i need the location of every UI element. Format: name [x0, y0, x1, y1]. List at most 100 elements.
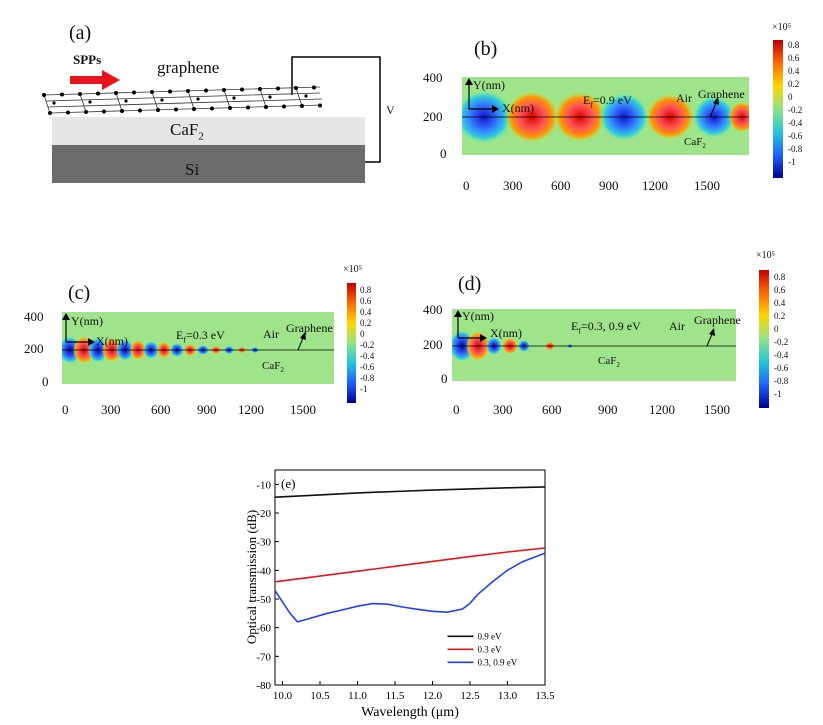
d-ef-label: Ef=0.3, 0.9 eV	[571, 319, 641, 335]
b-caf2-label: CaF2	[684, 136, 706, 150]
cb-tick: -0.2	[774, 337, 789, 347]
b-colorbar	[773, 40, 783, 178]
caf2-sub: 2	[280, 366, 284, 375]
d-graphene-label: Graphene	[694, 313, 741, 327]
panel-d-label: (d)	[458, 273, 482, 295]
field-map-d	[452, 309, 736, 381]
x-tick-label: 10.0	[273, 690, 293, 702]
cb-tick: -0.6	[360, 362, 375, 372]
c-colorbar-exponent: ×10⁵	[343, 264, 363, 275]
b-air-label: Air	[676, 91, 692, 105]
cb-tick: 0.6	[360, 296, 372, 306]
device-schematic	[42, 56, 381, 183]
b-y-axis-label: Y(nm)	[473, 78, 505, 92]
chart-ylabel: Optical transmission (dB)	[244, 510, 259, 644]
b-x-axis-label: X(nm)	[502, 101, 534, 115]
c-xtick-600: 600	[151, 402, 171, 417]
y-tick-label: -10	[256, 479, 271, 491]
chart-plot-frame	[274, 469, 546, 686]
ef-text: E	[176, 328, 184, 342]
x-tick-label: 12.0	[423, 690, 443, 702]
b-ytick-0: 0	[440, 146, 447, 161]
c-colorbar	[347, 283, 356, 403]
c-y-axis-label: Y(nm)	[71, 314, 103, 328]
cb-tick: -0.8	[360, 373, 375, 383]
x-tick-label: 10.5	[310, 690, 330, 702]
series-line	[274, 486, 546, 498]
y-tick-label: -70	[256, 651, 271, 663]
b-xtick-1500: 1500	[694, 178, 720, 193]
caf2-text: CaF	[170, 120, 199, 139]
d-x-axis-label: X(nm)	[490, 326, 522, 340]
panel-c-label: (c)	[68, 282, 91, 304]
c-colorbar-ticks: 0.8 0.6 0.4 0.2 0 -0.2 -0.4 -0.6 -0.8 -1	[360, 285, 390, 410]
cb-tick: 0	[774, 324, 779, 334]
ef-text: E	[571, 319, 579, 333]
ef-value: =0.3 eV	[186, 328, 225, 342]
c-xtick-300: 300	[101, 402, 121, 417]
ef-sub: f	[183, 335, 187, 345]
d-xtick-300: 300	[493, 402, 513, 417]
y-tick-label: -40	[256, 565, 271, 577]
b-graphene-label: Graphene	[698, 87, 745, 101]
c-air-label: Air	[263, 327, 279, 341]
legend-label: 0.3 eV	[478, 644, 502, 654]
c-ytick-200: 200	[24, 341, 44, 356]
caf2-sub: 2	[702, 142, 706, 151]
x-tick-label: 11.0	[348, 690, 367, 702]
d-caf2-label: CaF2	[598, 355, 620, 369]
series-line	[274, 547, 546, 583]
b-xtick-1200: 1200	[642, 178, 668, 193]
d-ytick-200: 200	[423, 337, 443, 352]
d-air-label: Air	[669, 319, 685, 333]
x-tick-label: 13.5	[535, 690, 555, 702]
c-x-axis-label: X(nm)	[96, 334, 128, 348]
caf2-sub: 2	[616, 361, 620, 370]
caf2-text: CaF	[262, 360, 281, 372]
cb-tick: -0.6	[774, 363, 789, 373]
caf2-sub: 2	[198, 130, 204, 143]
y-tick-label: -60	[256, 623, 271, 635]
c-graphene-label: Graphene	[286, 321, 333, 335]
chart-legend: 0.9 eV 0.3 eV 0.3, 0.9 eV	[447, 631, 518, 667]
cb-tick: 0.8	[360, 285, 372, 295]
chart-lines	[274, 486, 546, 623]
b-colorbar-exponent: ×10⁵	[772, 22, 792, 33]
field-map-b	[462, 77, 749, 155]
chart-xlabel: Wavelength (μm)	[361, 705, 459, 720]
y-tick-label: -30	[256, 537, 271, 549]
voltage-label: V	[386, 103, 395, 117]
cb-tick: -0.6	[788, 131, 803, 141]
d-xtick-600: 600	[542, 402, 562, 417]
panel-a-label: (a)	[69, 22, 92, 44]
caf2-text: CaF	[684, 136, 703, 148]
chart-panel-label: (e)	[281, 476, 295, 491]
transmission-chart: (e) Optical transmission (dB) Wavelength…	[244, 469, 555, 720]
chart-ticks: 10.0 10.5 11.0 11.5 12.0 12.5 13.0 13.5 -10 -20 -3…	[256, 479, 555, 702]
cb-tick: 0	[360, 329, 365, 339]
cb-tick: -0.4	[360, 351, 375, 361]
d-ytick-0: 0	[441, 371, 448, 386]
d-xtick-1200: 1200	[649, 402, 675, 417]
cb-tick: -0.2	[360, 340, 375, 350]
x-tick-label: 11.5	[386, 690, 405, 702]
legend-label: 0.9 eV	[478, 631, 502, 641]
b-ef-label: Ef=0.9 eV	[583, 93, 632, 109]
cb-tick: 0.8	[788, 40, 800, 50]
c-xtick-0: 0	[62, 402, 69, 417]
cb-tick: 0.4	[774, 298, 786, 308]
cb-tick: 0.8	[774, 272, 786, 282]
y-tick-label: -20	[256, 508, 271, 520]
cb-tick: -1	[774, 389, 782, 399]
x-tick-label: 13.0	[498, 690, 518, 702]
d-colorbar-ticks: 0.8 0.6 0.4 0.2 0 -0.2 -0.4 -0.6 -0.8 -1	[774, 272, 804, 412]
ef-text: E	[583, 93, 591, 107]
cb-tick: 0.2	[788, 79, 800, 89]
ef-sub: f	[578, 326, 582, 336]
c-xtick-1200: 1200	[238, 402, 264, 417]
b-ytick-200: 200	[423, 109, 443, 124]
caf2-text: CaF	[598, 355, 617, 367]
cb-tick: -0.4	[774, 350, 789, 360]
d-xtick-0: 0	[453, 402, 460, 417]
d-xtick-1500: 1500	[704, 402, 730, 417]
